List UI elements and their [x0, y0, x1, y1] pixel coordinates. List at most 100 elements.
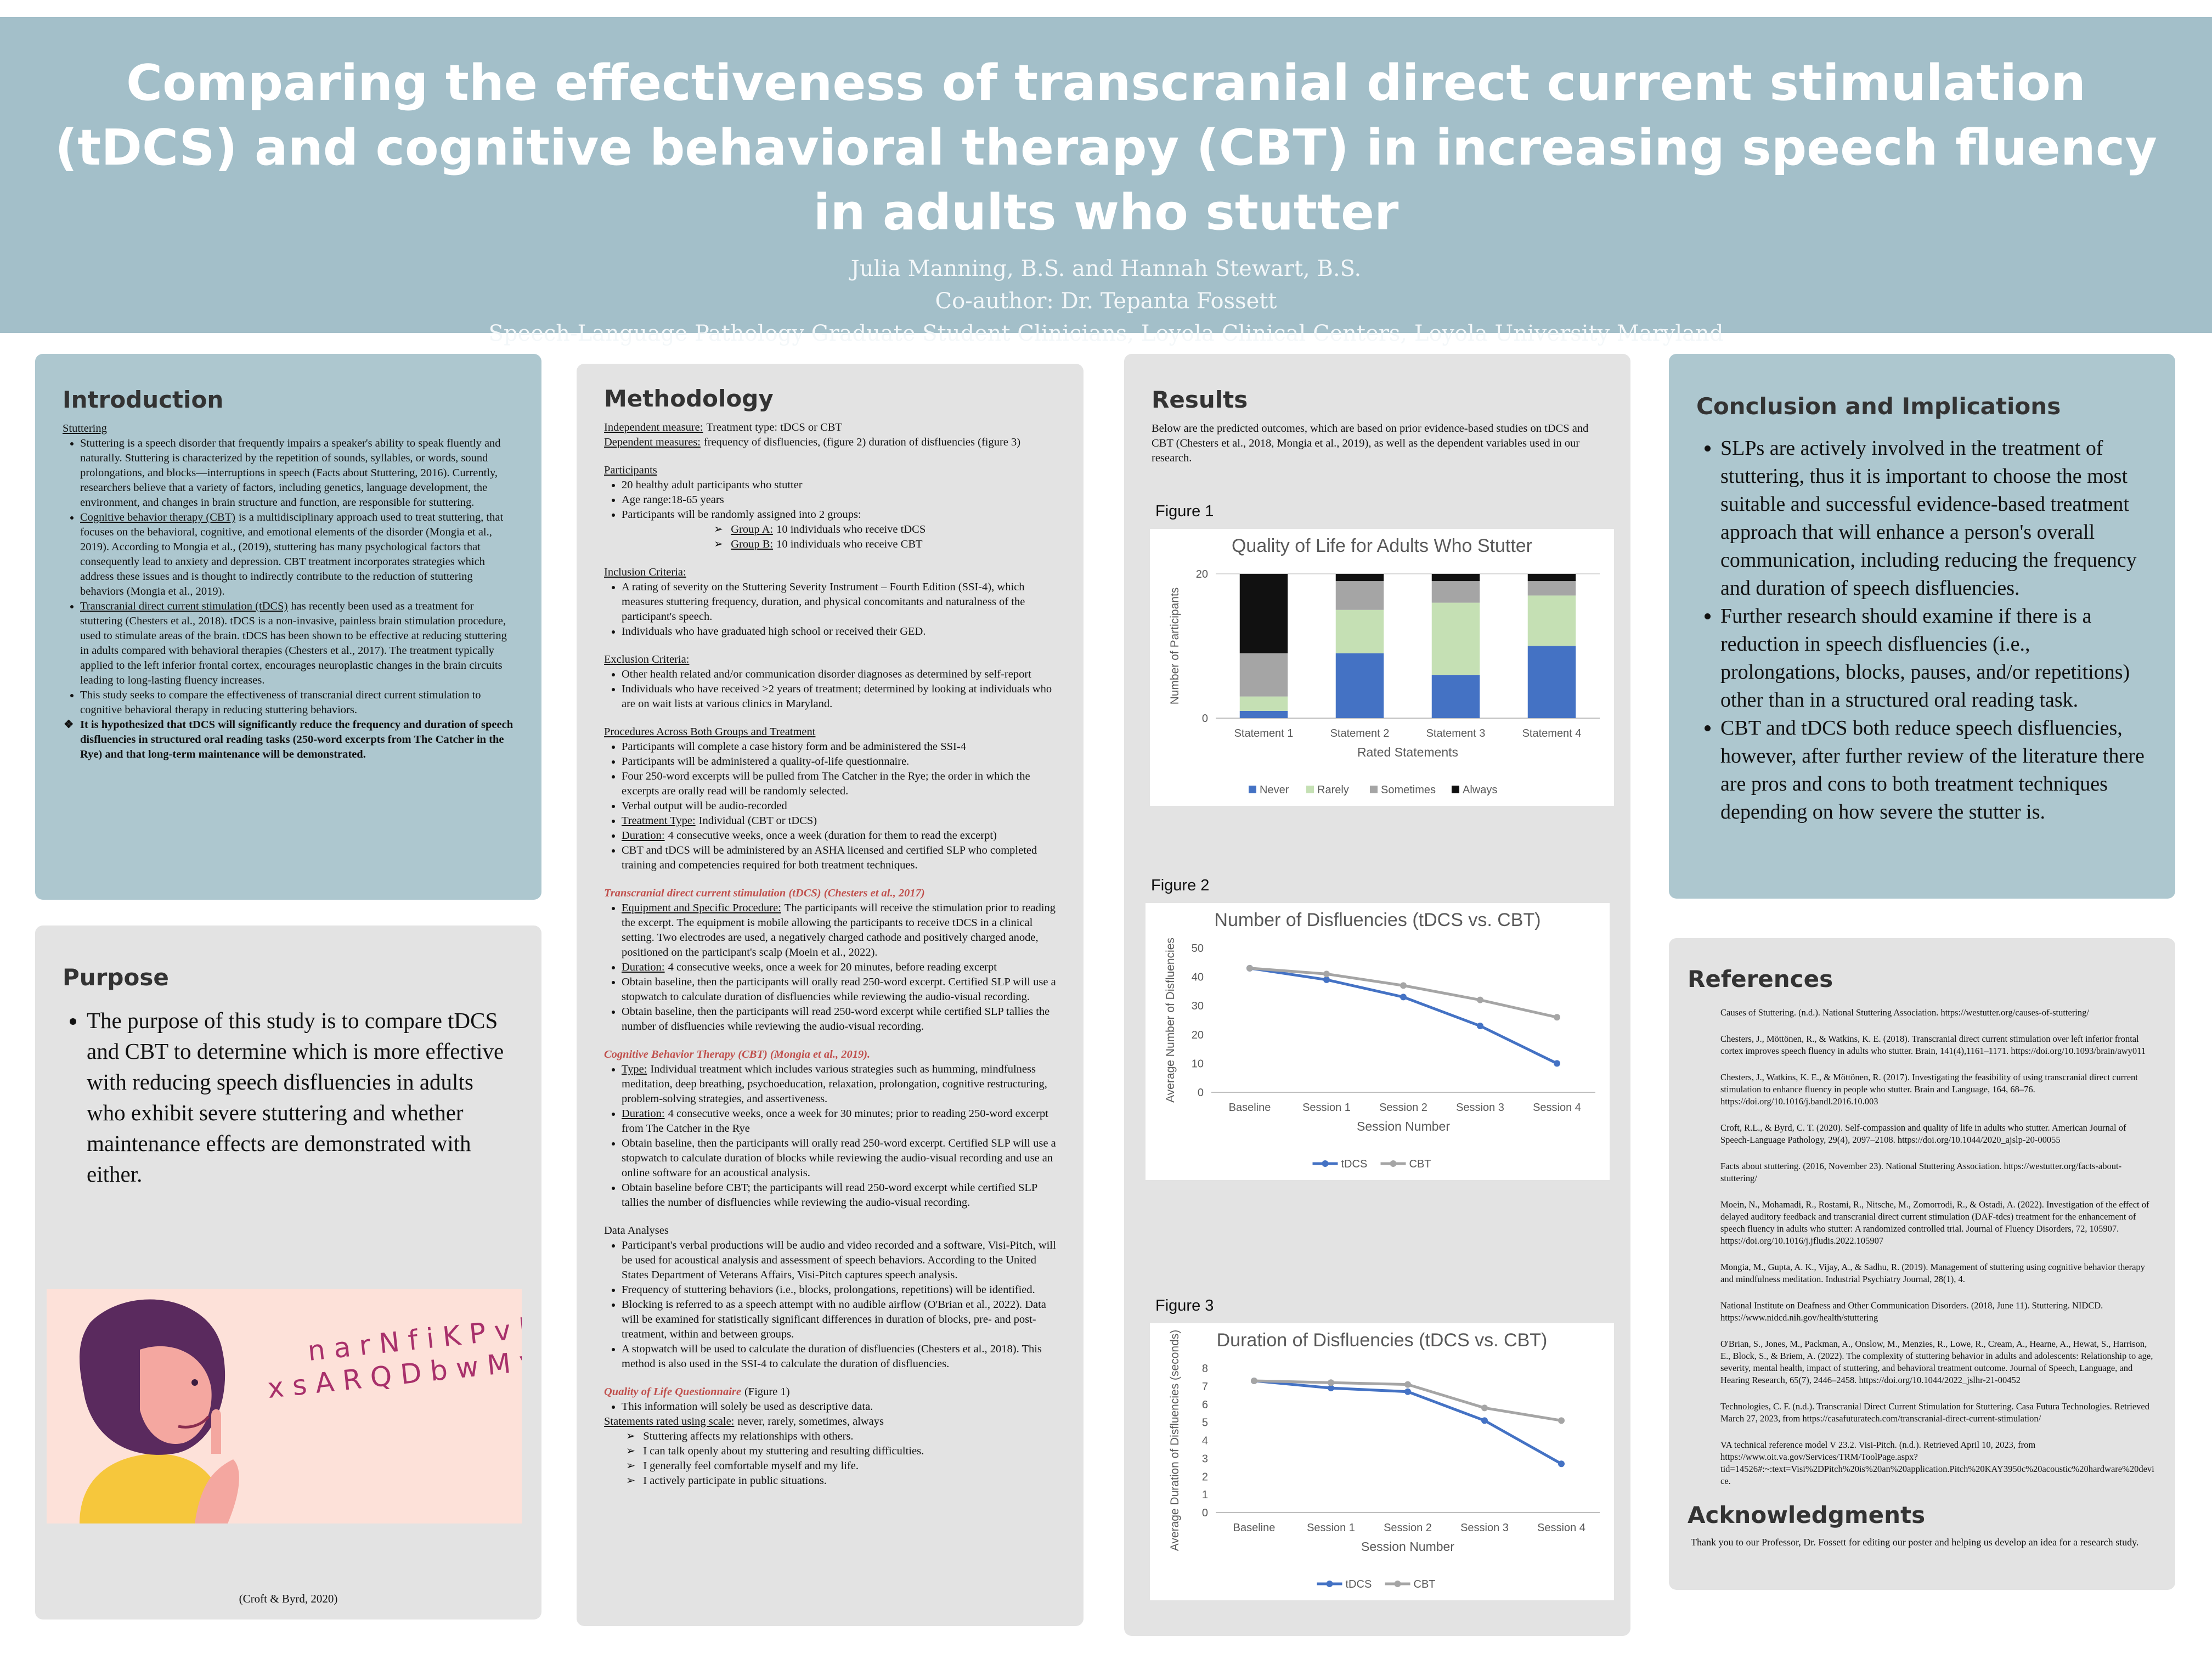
section-heading: Purpose	[63, 964, 169, 991]
bar-segment	[1431, 602, 1480, 675]
chart-title: Quality of Life for Adults Who Stutter	[1232, 535, 1532, 556]
legend-label: Sometimes	[1381, 784, 1436, 796]
y-tick-label: 0	[1202, 713, 1208, 725]
section-heading: Methodology	[604, 385, 774, 412]
bar-segment	[1431, 574, 1480, 582]
arrow-item-list: Group A:10 individuals who receive tDCSG…	[604, 522, 1056, 552]
bar-segment	[1431, 581, 1480, 603]
legend-label: Never	[1260, 784, 1289, 796]
affiliation-line: Speech-Language Pathology Graduate Stude…	[488, 321, 1724, 346]
purpose-text: The purpose of this study is to compare …	[87, 1005, 514, 1189]
x-tick-label: Statement 3	[1426, 727, 1486, 740]
item-label: Group A:	[731, 523, 774, 535]
x-tick-label: Session 2	[1379, 1102, 1427, 1114]
x-tick-label: Baseline	[1233, 1522, 1276, 1534]
arrow-item: Group A:10 individuals who receive tDCS	[714, 522, 1056, 537]
bar-segment	[1239, 653, 1288, 697]
y-tick-label: 3	[1202, 1453, 1208, 1465]
section-heading: Introduction	[63, 386, 224, 413]
y-tick-label: 8	[1202, 1363, 1208, 1375]
item-text: 4 consecutive weeks, once a week (durati…	[668, 830, 997, 842]
method-item: Participant's verbal productions will be…	[622, 1238, 1056, 1283]
bar-segment	[1335, 653, 1384, 718]
method-block: Procedures Across Both Groups and Treatm…	[604, 725, 1056, 873]
method-item: Obtain baseline, then the participants w…	[622, 1005, 1056, 1034]
figure-label: Figure 2	[1151, 877, 1210, 894]
legend-marker	[1326, 1581, 1333, 1587]
acknowledgments-text: Thank you to our Professor, Dr. Fossett …	[1691, 1537, 2139, 1548]
intro-item: Stuttering is a speech disorder that fre…	[80, 436, 514, 510]
method-item-list: Type:Individual treatment which includes…	[604, 1062, 1056, 1210]
bar-segment	[1431, 675, 1480, 718]
data-point	[1400, 982, 1407, 989]
data-point	[1404, 1381, 1411, 1388]
block-subtitle: Cognitive Behavior Therapy (CBT) (Mongia…	[604, 1047, 1056, 1062]
method-item: Individuals who have received >2 years o…	[622, 682, 1056, 712]
arrow-item: Group B:10 individuals who receive CBT	[714, 537, 1056, 552]
chart: Quality of Life for Adults Who Stutter 0 2…	[1150, 529, 1614, 806]
block-plain: Data Analyses	[604, 1224, 669, 1237]
chart-title: Number of Disfluencies (tDCS vs. CBT)	[1214, 910, 1541, 930]
data-point	[1558, 1417, 1565, 1424]
item-label: Cognitive behavior therapy (CBT)	[80, 511, 235, 523]
authors: Julia Manning, B.S. and Hannah Stewart, …	[0, 253, 2212, 350]
x-tick-label: Session 3	[1460, 1522, 1509, 1534]
method-item: This information will solely be used as …	[622, 1400, 1056, 1414]
y-tick-label: 50	[1192, 943, 1204, 955]
conclusion-panel: Conclusion and Implications SLPs are acti…	[1669, 354, 2175, 899]
legend-label: Always	[1463, 784, 1497, 796]
arrow-item-list: Stuttering affects my relationships with…	[604, 1429, 1056, 1488]
shirt	[80, 1454, 228, 1523]
method-item: Obtain baseline, then the participants w…	[622, 975, 1056, 1005]
line-text: frequency of disfluencies, (figure 2) du…	[703, 436, 1021, 448]
subtitle-note: (Figure 1)	[744, 1386, 790, 1398]
data-point	[1404, 1388, 1411, 1395]
method-block: Independent measure: Treatment type: tDCS…	[604, 420, 1056, 450]
conclusion-item: SLPs are actively involved in the treatm…	[1720, 435, 2148, 602]
data-point	[1400, 994, 1407, 1001]
method-item: Equipment and Specific Procedure:The par…	[622, 901, 1056, 960]
data-point	[1477, 996, 1483, 1003]
hand	[195, 1459, 239, 1523]
y-tick-label: 1	[1202, 1489, 1208, 1501]
block-line: Statements rated using scale: never, rare…	[604, 1414, 1056, 1429]
x-tick-label: Baseline	[1229, 1102, 1271, 1114]
mouth	[178, 1415, 210, 1429]
method-item: Duration:4 consecutive weeks, once a wee…	[622, 828, 1056, 843]
x-tick-label: Session 1	[1302, 1102, 1351, 1114]
method-item: Verbal output will be audio-recorded	[622, 799, 1056, 814]
data-point	[1251, 1378, 1257, 1385]
purpose-panel: Purpose The purpose of this study is to c…	[35, 926, 541, 1620]
chart: Number of Disfluencies (tDCS vs. CBT) 0 10…	[1146, 903, 1610, 1180]
legend-label: tDCS	[1341, 1158, 1368, 1170]
chart-title: Duration of Disfluencies (tDCS vs. CBT)	[1217, 1330, 1548, 1351]
data-point	[1558, 1460, 1565, 1468]
y-tick-label: 40	[1192, 972, 1204, 984]
intro-item: This study seeks to compare the effectiv…	[80, 688, 514, 718]
subtitle-text: Quality of Life Questionnaire	[604, 1386, 741, 1398]
method-item: Obtain baseline, then the participants w…	[622, 1136, 1056, 1181]
method-block: Exclusion Criteria: Other health related …	[604, 652, 1056, 712]
data-point	[1481, 1404, 1488, 1412]
method-item-list: Other health related and/or communicatio…	[604, 667, 1056, 712]
block-heading: Participants	[604, 464, 657, 476]
block-subtitle: Quality of Life Questionnaire (Figure 1)	[604, 1385, 1056, 1400]
section-heading: Results	[1152, 386, 1248, 413]
legend-swatch	[1306, 786, 1314, 793]
face	[140, 1346, 212, 1444]
y-axis-label: Average Number of Disfluencies	[1164, 938, 1177, 1103]
method-item-list: Participant's verbal productions will be…	[604, 1238, 1056, 1372]
y-tick-label: 20	[1192, 1029, 1204, 1041]
legend-marker	[1322, 1160, 1329, 1167]
arrow-item: Stuttering affects my relationships with…	[626, 1429, 1056, 1444]
intro-item: Cognitive behavior therapy (CBT)is a mul…	[80, 510, 514, 599]
block-heading: Inclusion Criteria:	[604, 566, 686, 578]
x-tick-label: Statement 4	[1522, 727, 1582, 740]
item-label: Group B:	[731, 538, 774, 550]
subtitle-text: Cognitive Behavior Therapy (CBT) (Mongia…	[604, 1048, 871, 1060]
arrow-item: I actively participate in public situati…	[626, 1474, 1056, 1488]
y-tick-label: 2	[1202, 1471, 1208, 1483]
method-item: Age range:18-65 years	[622, 493, 1056, 507]
reference: Moein, N., Mohamadi, R., Rostami, R., Ni…	[1720, 1199, 2149, 1246]
